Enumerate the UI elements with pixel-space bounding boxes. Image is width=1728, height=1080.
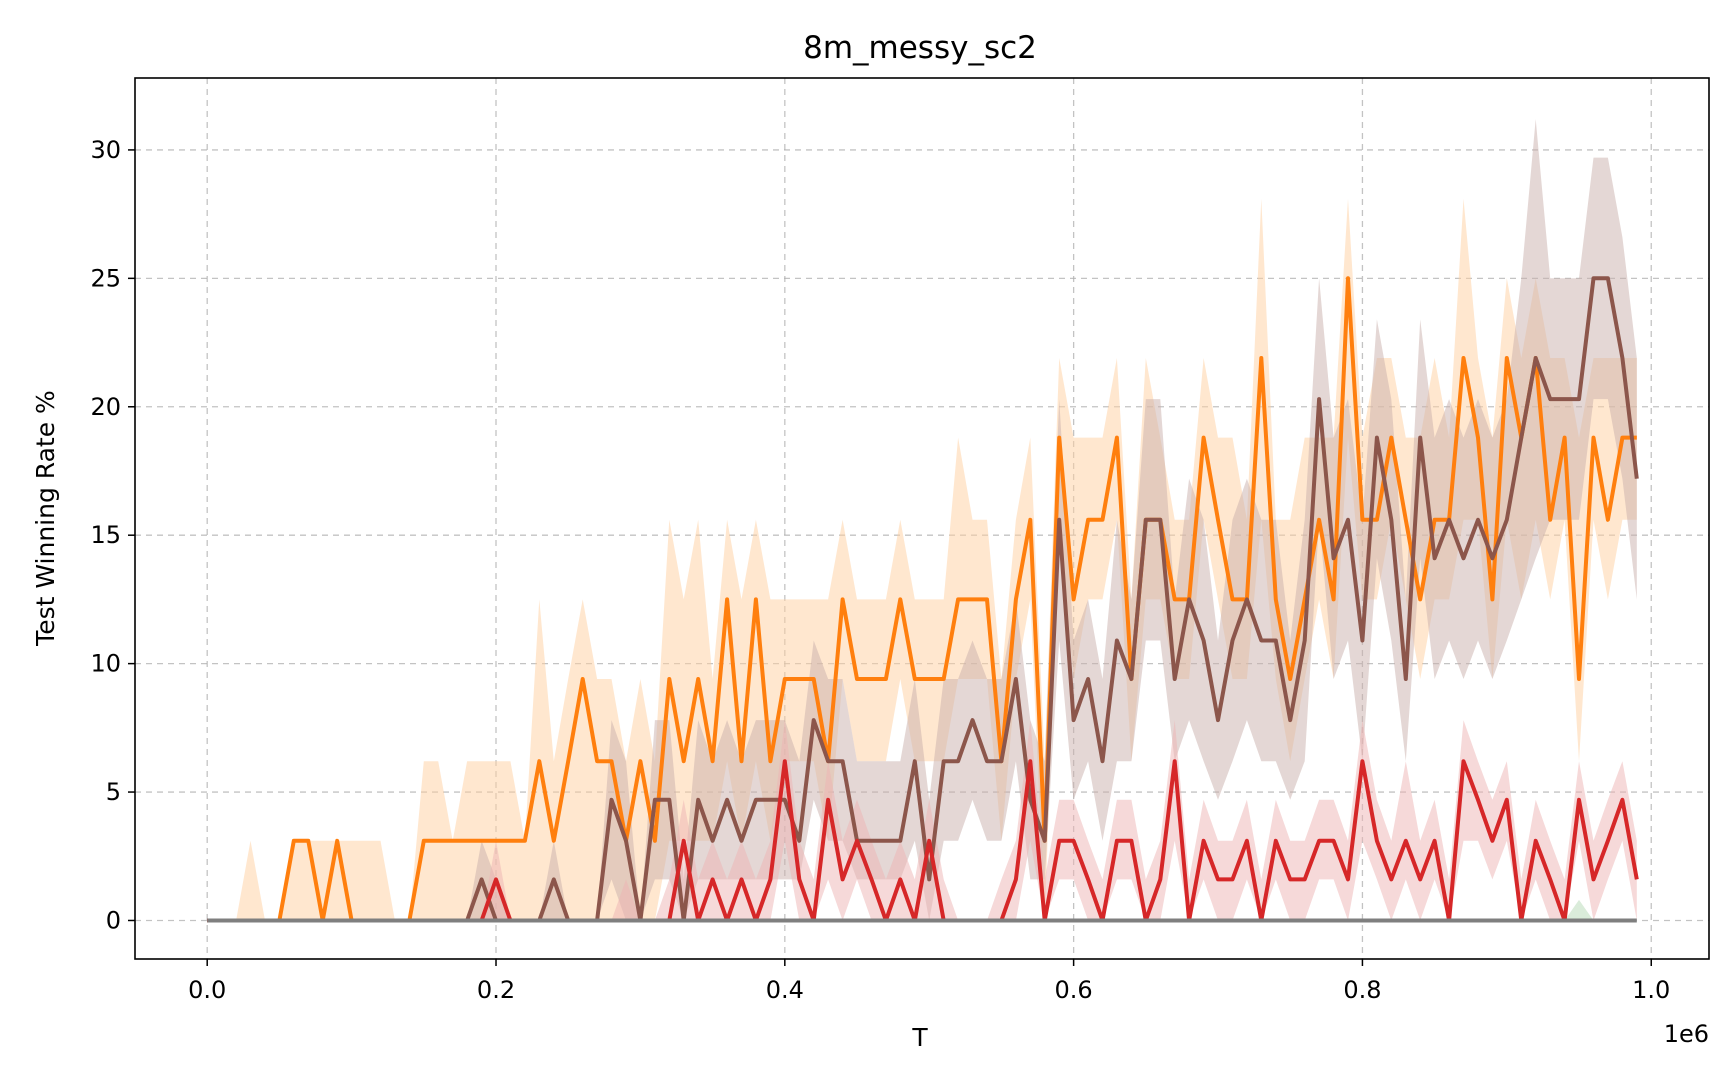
- series-lines: [207, 276, 1639, 923]
- y-tick-label: 0: [106, 906, 121, 934]
- x-tick-label: 0.0: [188, 976, 226, 1004]
- y-tick-label: 5: [106, 778, 121, 806]
- plot-frame: [134, 77, 1710, 960]
- x-tick-label: 0.2: [477, 976, 515, 1004]
- chart-title: 8m_messy_sc2: [803, 30, 1037, 66]
- series-2-band: [207, 720, 1637, 921]
- x-tick-label: 0.8: [1343, 976, 1381, 1004]
- y-tick-label: 20: [90, 393, 121, 421]
- axis-ticks: 0.0 0.2 0.4 0.6 0.8 1.0 0 5 10 15 20 25 30: [90, 136, 1670, 1004]
- x-tick-label: 1.0: [1632, 976, 1670, 1004]
- confidence-bands: [207, 119, 1637, 921]
- y-tick-label: 30: [90, 136, 121, 164]
- x-tick-label: 0.6: [1055, 976, 1093, 1004]
- x-axis-label: T: [911, 1023, 928, 1052]
- series-0-line: [207, 276, 1637, 923]
- y-tick-label: 10: [90, 650, 121, 678]
- y-tick-label: 25: [90, 264, 121, 292]
- series-0-band: [207, 198, 1637, 921]
- x-tick-label: 0.4: [766, 976, 804, 1004]
- y-tick-label: 15: [90, 521, 121, 549]
- series-1-band: [207, 119, 1637, 921]
- x-axis-offset-label: 1e6: [1664, 1020, 1709, 1048]
- y-axis-label: Test Winning Rate %: [31, 390, 60, 647]
